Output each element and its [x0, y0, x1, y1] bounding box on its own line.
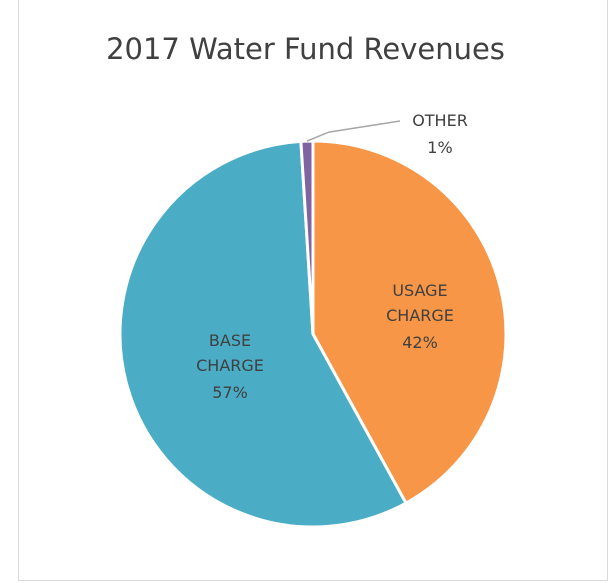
slice-label: BASE CHARGE	[196, 331, 264, 375]
pie-slice	[299, 139, 315, 336]
slice-value-label: 1%	[427, 138, 453, 157]
slice-label: USAGE CHARGE	[386, 281, 454, 325]
slice-value-label: 57%	[212, 383, 248, 402]
slice-label: OTHER	[412, 111, 468, 130]
chart-title: 2017 Water Fund Revenues	[106, 32, 505, 66]
pie-slice	[118, 139, 408, 529]
pie-slice	[311, 139, 508, 505]
chart-frame	[18, 0, 608, 581]
slice-value-label: 42%	[402, 333, 438, 352]
leader-line	[306, 120, 401, 142]
